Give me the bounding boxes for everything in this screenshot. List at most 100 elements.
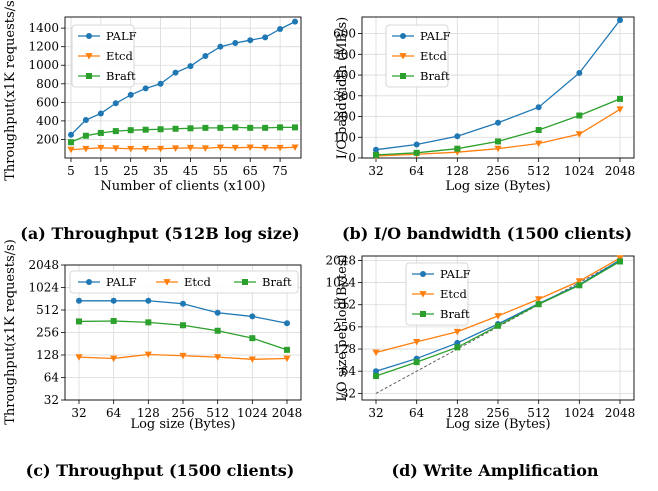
y-tick-label: 512 [333,298,356,312]
y-tick-label: 128 [333,342,356,356]
data-point [142,126,149,133]
legend-box [69,270,299,294]
x-tick-label: 256 [487,406,510,420]
legend-label-braft: Braft [262,275,292,289]
data-point [232,124,239,131]
series-line [70,146,296,151]
data-point [284,320,290,327]
data-point [156,145,165,153]
x-tick-label: 1024 [564,406,595,420]
data-point [214,327,221,334]
x-tick-label: 2048 [605,406,636,420]
legend-swatch-marker [400,73,406,79]
legend-box [405,262,469,326]
data-point [145,319,152,326]
data-point [82,145,90,153]
x-tick-label: 256 [487,164,510,178]
data-point [617,17,623,24]
data-point [110,355,118,363]
y-tick-label: 600 [36,95,59,109]
data-point [247,124,254,131]
data-point [232,39,239,46]
data-point [82,116,89,123]
data-point [495,138,501,145]
legend-box [385,24,449,88]
legend-a: PALF Etcd Braft [71,24,137,88]
y-axis-label: Throughput(x1K requests/s) [3,239,18,425]
data-point [292,124,299,131]
x-axis-label: Log size (Bytes) [445,417,550,432]
x-axis-label: Number of clients (x100) [100,179,265,194]
data-point [413,141,420,148]
data-point [67,131,74,138]
data-point [276,144,284,152]
data-point [292,18,299,25]
data-point [373,373,379,380]
series-palf [67,18,299,138]
legend-box [71,24,135,88]
data-point [617,258,623,265]
data-point [535,140,543,148]
data-point [157,80,164,87]
y-tick-label: 100 [333,130,356,144]
x-tick-label: 256 [172,406,195,420]
x-tick-label: 128 [446,406,469,420]
data-point [453,328,461,336]
series-line [70,126,296,143]
legend-label-etcd: Etcd [184,275,211,289]
series-etcd [75,351,291,363]
chart-caption: (a) Throughput (512B log size) [20,224,299,243]
data-point [575,278,583,285]
x-tick-label: 128 [137,406,160,420]
data-point [187,63,194,70]
legend-label-palf: PALF [106,29,137,43]
y-tick-label: 2048 [28,258,59,272]
data-point [75,354,83,361]
x-tick-label: 45 [183,164,198,178]
x-tick-label: 5 [67,164,75,178]
y-tick-label: 400 [36,114,59,128]
chart-caption: (d) Write Amplification [392,461,599,480]
x-tick-label: 32 [71,406,86,420]
legend-label-palf: PALF [440,267,471,281]
series-palf [373,17,623,153]
data-point [283,355,291,363]
data-point [187,125,194,132]
x-tick-label: 2048 [605,164,636,178]
series-braft [76,317,290,353]
data-point [262,34,269,41]
legend-label-braft: Braft [420,69,450,83]
data-point [202,52,209,59]
data-point [495,119,501,126]
grid-b [362,17,634,159]
series-braft [373,95,623,158]
y-tick-label: 128 [36,348,59,362]
data-point [576,282,583,289]
series-braft [67,124,299,146]
data-point [144,351,152,359]
data-point [291,144,299,151]
x-tick-label: 2048 [272,406,303,420]
legend-label-etcd: Etcd [106,49,133,63]
data-point [413,149,420,156]
data-point [454,133,461,140]
y-tick-label: 64 [341,364,357,378]
chart-b: 32 64 128 256 512 1024 2048 0 100 200 300 400 500 600… [333,16,636,243]
data-point [576,112,583,119]
data-point [112,100,119,107]
x-tick-label: 64 [409,164,425,178]
data-point [247,37,254,44]
data-point [616,106,624,113]
y-tick-label: 800 [36,77,59,91]
y-tick-label: 512 [36,303,59,317]
plot-frame-a [64,16,302,159]
series-braft [373,258,623,380]
y-tick-label: 200 [333,110,356,124]
data-point [413,339,421,346]
x-tick-label: 512 [527,406,550,420]
y-tick-label: 0 [348,151,356,165]
legend-c: PALF Etcd Braft [69,270,299,294]
data-point [277,124,284,131]
x-tick-label: 512 [206,406,229,420]
y-tick-label: 1024 [28,281,59,295]
